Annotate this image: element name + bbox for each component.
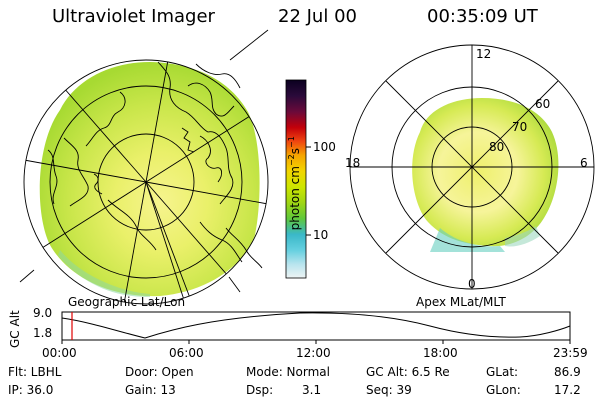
unit-base: photon cm [288,166,302,231]
geo-panel-label: Geographic Lat/Lon [68,295,186,309]
colorbar-label-10: 10 [313,228,329,242]
status-mode: Mode: Normal [246,365,330,379]
mlat-label-60: 60 [535,97,551,111]
status-dsp-value: 3.1 [302,383,322,397]
geo-aurora-image [39,62,260,297]
altitude-axis-label: GC Alt [8,310,22,348]
status-flt: Flt: LBHL [8,365,62,379]
mlat-label-70: 70 [512,120,528,134]
status-glon-value: 17.2 [554,383,581,397]
status-dsp-label: Dsp: [246,383,274,397]
time-label: 00:35:09 UT [427,6,538,27]
altitude-plot-frame [61,311,571,341]
geo-meridians [24,60,268,304]
colorbar-scale [285,79,307,279]
mlt-label-18: 18 [345,156,361,170]
status-seq: Seq: 39 [366,383,412,397]
apex-map [349,44,595,290]
status-glat-label: GLat: [486,365,519,379]
apex-aurora-image [412,98,559,247]
apex-mlt-lines [350,45,594,289]
mlt-label-0: 0 [468,277,476,291]
x-tick-2359: 23:59 [553,346,588,360]
status-door: Door: Open [125,365,194,379]
geo-grid [23,59,269,305]
colorbar-unit: photon cm−2s−1 [276,136,302,238]
y-tick-1-8: 1.8 [33,326,53,340]
colorbar-label-100: 100 [313,140,336,154]
unit-s: s [288,147,302,155]
status-gain: Gain: 13 [125,383,176,397]
y-tick-9: 9.0 [33,306,53,320]
x-tick-0000: 00:00 [42,346,77,360]
app-title: Ultraviolet Imager [52,6,215,27]
geographic-map [19,29,269,305]
x-tick-0600: 06:00 [169,346,204,360]
colorbar [285,79,311,279]
altitude-plot [61,311,571,344]
date-label: 22 Jul 00 [278,6,357,27]
status-ip: IP: 36.0 [8,383,54,397]
x-tick-1200: 12:00 [296,346,331,360]
mlt-label-12: 12 [476,47,492,61]
altitude-curve [61,312,571,339]
status-glon-label: GLon: [486,383,521,397]
status-gc-alt: GC Alt: 6.5 Re [366,365,450,379]
unit-exp1: −2 [287,154,296,167]
mlat-label-80: 80 [489,140,505,154]
x-tick-1800: 18:00 [423,346,458,360]
status-glat-value: 86.9 [554,365,581,379]
apex-panel-label: Apex MLat/MLT [416,295,506,309]
unit-exp2: −1 [287,136,296,148]
mlt-label-6: 6 [580,156,588,170]
